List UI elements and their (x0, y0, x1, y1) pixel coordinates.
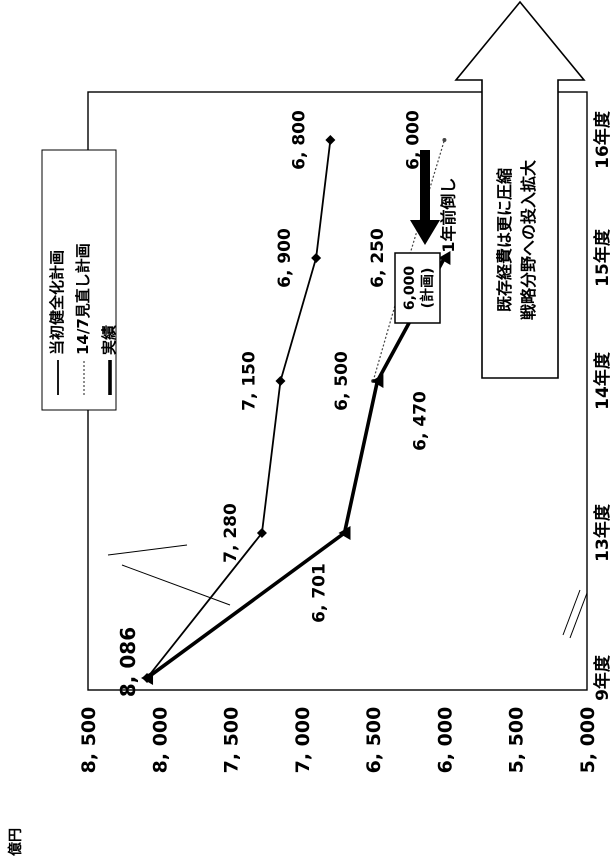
x-tick-label: 13年度 (592, 503, 613, 562)
advance-arrow-icon (410, 150, 440, 245)
data-label: 8, 086 (116, 627, 140, 697)
big-arrow-icon (454, 0, 586, 379)
data-label: 7, 280 (221, 503, 241, 563)
legend-label: 実績 (100, 325, 118, 355)
x-tick-label: 16年度 (592, 110, 613, 169)
data-label: 6, 000 (403, 110, 423, 170)
y-tick-label: 5, 500 (506, 707, 528, 774)
data-label: 6, 701 (309, 563, 329, 623)
data-point-dot (442, 138, 447, 142)
x-tick-label: 15年度 (592, 228, 613, 287)
x-tick-label: 14年度 (592, 351, 613, 410)
data-point-diamond (275, 376, 286, 386)
data-label: 6, 500 (332, 351, 352, 411)
advance-note: 1年前倒し (439, 177, 458, 252)
legend-label: 当初健全化計画 (48, 250, 66, 355)
data-point-triangle (338, 526, 351, 540)
y-tick-label: 6, 500 (363, 707, 385, 774)
plan-box (394, 252, 441, 324)
data-point-triangle (438, 251, 451, 265)
y-tick-label: 7, 500 (221, 707, 243, 774)
axis-break-mark (107, 544, 188, 556)
data-label: 6, 250 (368, 228, 388, 288)
y-tick-label: 7, 000 (292, 707, 314, 774)
data-label: 6, 800 (289, 110, 309, 170)
big-arrow-line-1: 既存経費は更に圧縮 (495, 168, 514, 312)
axis-break-mark (569, 592, 588, 639)
legend-box (41, 149, 117, 411)
legend-label: 14/7見直し計画 (74, 243, 92, 355)
data-point-diamond (325, 135, 336, 145)
data-point-triangle (371, 374, 384, 388)
data-label: 6, 900 (275, 228, 295, 288)
y-unit-label: 億円 (7, 828, 24, 856)
data-point-diamond (256, 528, 267, 538)
data-label: 7, 150 (239, 351, 259, 411)
data-point-triangle (141, 671, 154, 685)
data-label: 6, 470 (410, 391, 430, 451)
data-point-diamond (311, 253, 322, 263)
y-tick-label: 8, 500 (78, 707, 100, 774)
y-tick-label: 6, 000 (434, 707, 456, 774)
plan-box-value: 6,000 (402, 266, 418, 311)
big-arrow-line-2: 戦略分野への投入拡大 (519, 160, 538, 320)
axis-break-mark (121, 564, 231, 606)
y-tick-label: 5, 000 (577, 707, 599, 774)
axis-break-mark (562, 589, 581, 636)
x-tick-label: 9年度 (592, 654, 613, 701)
y-tick-label: 8, 000 (149, 707, 171, 774)
plan-box-sub: (計画) (419, 268, 436, 309)
